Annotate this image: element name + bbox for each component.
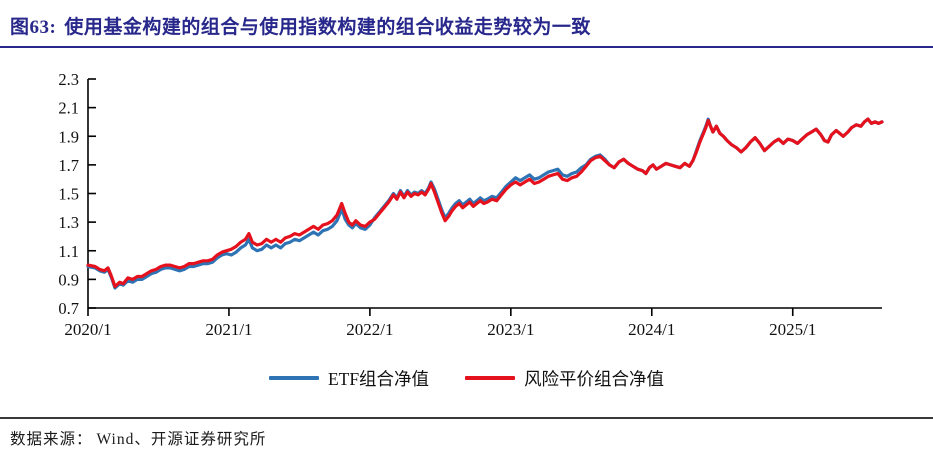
y-tick-label: 1.9 [58, 127, 79, 146]
x-tick-label: 2024/1 [628, 320, 675, 339]
figure-title-text: 使用基金构建的组合与使用指数构建的组合收益走势较为一致 [64, 17, 591, 38]
figure-number: 图63: [10, 17, 57, 38]
legend-label-etf: ETF组合净值 [327, 368, 430, 389]
x-tick-label: 2020/1 [64, 320, 111, 339]
data-source-label: 数据来源： [10, 431, 93, 448]
footer-divider [0, 417, 933, 419]
figure-title: 图63: 使用基金构建的组合与使用指数构建的组合收益走势较为一致 [10, 12, 591, 39]
y-tick-label: 1.3 [58, 213, 79, 232]
x-tick-label: 2023/1 [487, 320, 534, 339]
x-tick-label: 2021/1 [205, 320, 252, 339]
x-tick-label: 2022/1 [346, 320, 393, 339]
data-source: 数据来源： Wind、开源证券研究所 [10, 427, 266, 449]
chart-legend: ETF组合净值 风险平价组合净值 [0, 366, 933, 390]
y-tick-label: 1.1 [58, 242, 79, 261]
y-tick-label: 2.3 [58, 70, 79, 89]
legend-line-swatch-etf [268, 375, 319, 381]
y-tick-label: 1.5 [58, 185, 79, 204]
y-tick-label: 0.7 [58, 299, 79, 318]
title-divider [0, 46, 933, 48]
series-line-risk-parity [86, 117, 884, 289]
legend-line-swatch-risk-parity [465, 375, 516, 381]
legend-item-risk-parity: 风险平价组合净值 [465, 366, 664, 391]
y-tick-label: 1.7 [58, 156, 79, 175]
x-tick-label: 2025/1 [769, 320, 816, 339]
legend-item-etf: ETF组合净值 [268, 366, 430, 391]
data-source-text: Wind、开源证券研究所 [96, 431, 267, 448]
legend-label-risk-parity: 风险平价组合净值 [524, 368, 665, 389]
y-tick-label: 2.1 [58, 99, 79, 118]
y-tick-label: 0.9 [58, 270, 79, 289]
